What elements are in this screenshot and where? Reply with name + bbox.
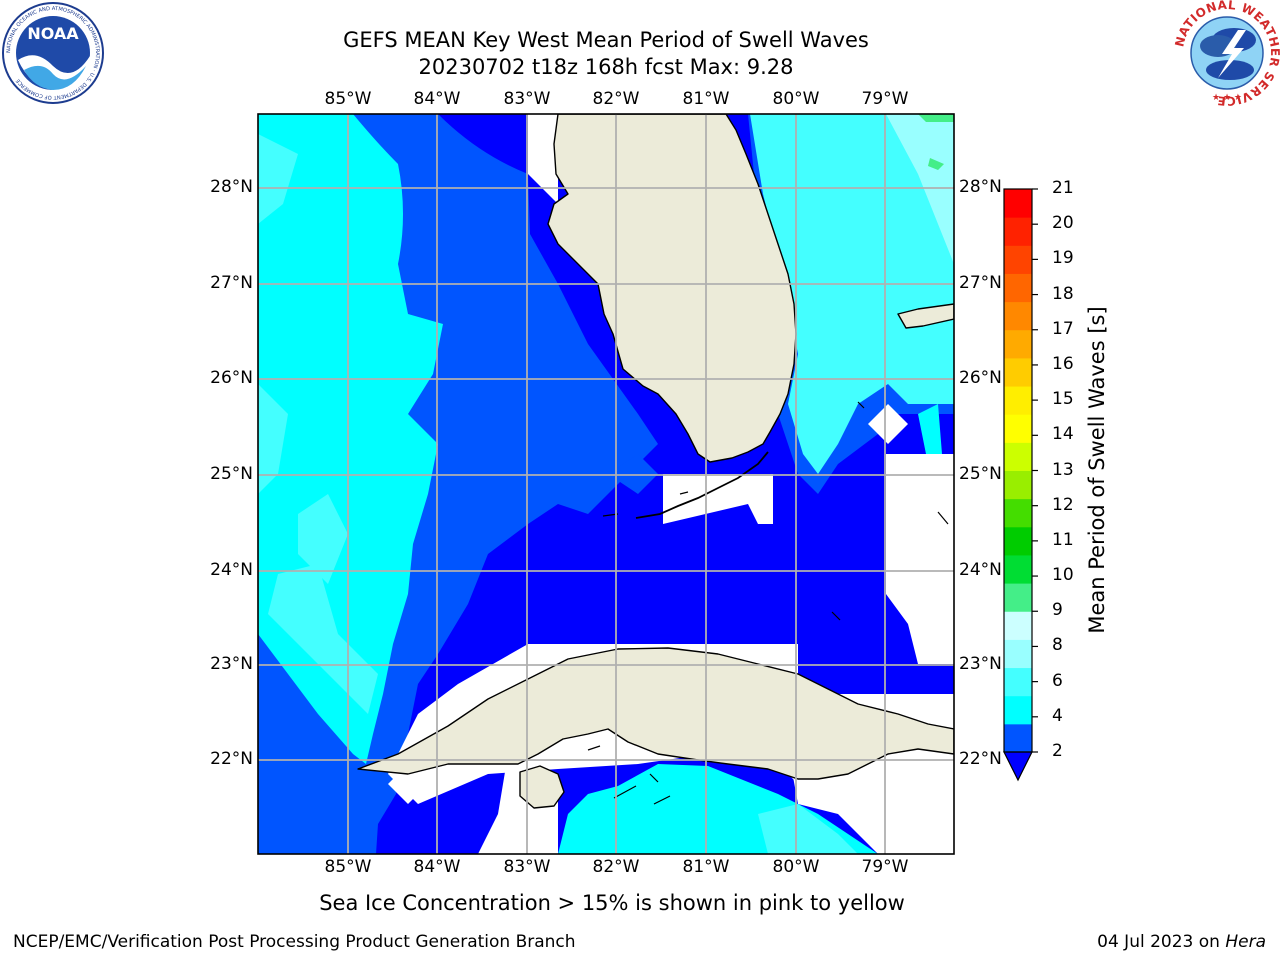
colorbar-segment — [1004, 611, 1032, 640]
colorbar-tick-label: 8 — [1052, 635, 1063, 656]
colorbar-segment — [1004, 723, 1032, 753]
colorbar-segment — [1004, 695, 1032, 725]
colorbar-tick-label: 17 — [1052, 318, 1074, 339]
colorbar-segment — [1004, 386, 1032, 415]
lat-label-right: 26°N — [959, 368, 1002, 388]
lat-label-left: 22°N — [210, 749, 253, 769]
colorbar-tick-label: 20 — [1052, 213, 1074, 234]
footer-date: 04 Jul 2023 on Hera — [1097, 932, 1266, 952]
colorbar-title: Mean Period of Swell Waves [s] — [1085, 306, 1109, 634]
lon-label-bottom: 80°W — [772, 857, 820, 877]
colorbar-extend-arrow — [1003, 751, 1033, 782]
colorbar-tick-label: 15 — [1052, 389, 1074, 410]
colorbar-tick-label: 10 — [1052, 565, 1074, 586]
period-8-9s-atlantic-north — [886, 114, 954, 264]
colorbar-tick-label: 19 — [1052, 248, 1074, 269]
lat-label-left: 25°N — [210, 464, 253, 484]
colorbar-segment — [1004, 357, 1032, 387]
colorbar-segment — [1004, 667, 1032, 697]
colorbar-segment — [1004, 526, 1032, 556]
lat-label-right: 24°N — [959, 560, 1002, 580]
lon-label-bottom: 84°W — [413, 857, 461, 877]
bahamas-north — [897, 303, 954, 329]
colorbar-tick-label: 11 — [1052, 529, 1074, 550]
map-panel — [257, 113, 955, 855]
colorbar-tick-label: 2 — [1052, 741, 1063, 761]
chart-title: GEFS MEAN Key West Mean Period of Swell … — [343, 28, 869, 52]
colorbar-segment — [1004, 189, 1032, 218]
colorbar-tick-label: 13 — [1052, 459, 1074, 480]
period-mid-band-straits — [608, 454, 658, 494]
lon-label-top: 82°W — [592, 89, 640, 109]
footer-credit: NCEP/EMC/Verification Post Processing Pr… — [13, 932, 576, 952]
lat-label-left: 23°N — [210, 654, 253, 674]
lat-label-left: 24°N — [210, 560, 253, 580]
chart-subtitle: 20230702 t18z 168h fcst Max: 9.28 — [418, 55, 794, 79]
period-6-8s-west — [258, 134, 378, 714]
lon-label-top: 81°W — [682, 89, 730, 109]
colorbar-segment — [1004, 301, 1032, 331]
colorbar-segment — [1004, 583, 1032, 612]
isla-de-la-juventud — [519, 765, 565, 809]
footer-host: Hera — [1225, 932, 1266, 952]
colorbar-segment — [1004, 498, 1032, 528]
lat-label-right: 28°N — [959, 177, 1002, 197]
colorbar-segment — [1004, 217, 1032, 246]
lat-label-left: 28°N — [210, 177, 253, 197]
lon-label-top: 79°W — [861, 89, 909, 109]
sea-ice-note: Sea Ice Concentration > 15% is shown in … — [319, 891, 905, 915]
lat-label-right: 27°N — [959, 273, 1002, 293]
colorbar-tick-label: 9 — [1052, 600, 1063, 621]
colorbar — [1003, 188, 1038, 782]
colorbar-tick-label: 16 — [1052, 353, 1074, 374]
colorbar-tick-label: 18 — [1052, 283, 1074, 304]
florida-peninsula — [547, 114, 797, 463]
cuba — [357, 647, 954, 780]
period-6-8s-caribbean — [758, 804, 858, 854]
colorbar-tick-label: 4 — [1052, 705, 1063, 726]
colorbar-tick-label: 14 — [1052, 424, 1074, 445]
colorbar-segment — [1004, 273, 1032, 303]
lon-label-bottom: 81°W — [682, 857, 730, 877]
lat-label-left: 26°N — [210, 368, 253, 388]
lat-label-right: 22°N — [959, 749, 1002, 769]
noaa-logo: NOAA NATIONAL OCEANIC AND ATMOSPHERIC AD… — [2, 2, 104, 104]
lon-label-bottom: 85°W — [324, 857, 372, 877]
lon-label-top: 85°W — [324, 89, 372, 109]
florida-keys — [635, 451, 769, 519]
graticule — [258, 114, 954, 854]
svg-text:★ ★ ★: ★ ★ ★ — [1212, 93, 1242, 103]
lon-label-top: 83°W — [503, 89, 551, 109]
lon-label-bottom: 83°W — [503, 857, 551, 877]
colorbar-tick-label: 12 — [1052, 494, 1074, 515]
colorbar-segment — [1004, 414, 1032, 443]
colorbar-tick-label: 6 — [1052, 670, 1063, 691]
colorbar-segment — [1004, 329, 1032, 359]
colorbar-segment — [1004, 442, 1032, 471]
noaa-wordmark: NOAA — [27, 24, 79, 43]
colorbar-tick-label: 21 — [1052, 178, 1074, 198]
colorbar-segment — [1004, 639, 1032, 669]
period-9-10s-patch — [918, 114, 954, 170]
colorbar-segment — [1004, 554, 1032, 584]
lon-label-top: 84°W — [413, 89, 461, 109]
lon-label-bottom: 79°W — [861, 857, 909, 877]
footer-date-text: 04 Jul 2023 on — [1097, 932, 1226, 952]
lat-label-right: 23°N — [959, 654, 1002, 674]
colorbar-segment — [1004, 470, 1032, 500]
period-6-8s-atlantic — [750, 114, 954, 474]
lat-label-right: 25°N — [959, 464, 1002, 484]
land-areas — [357, 114, 954, 809]
nws-logo: NATIONAL WEATHER SERVICE ★ ★ ★ — [1172, 0, 1280, 108]
lon-label-top: 80°W — [772, 89, 820, 109]
lat-label-left: 27°N — [210, 273, 253, 293]
lon-label-bottom: 82°W — [592, 857, 640, 877]
colorbar-segment — [1004, 245, 1032, 274]
